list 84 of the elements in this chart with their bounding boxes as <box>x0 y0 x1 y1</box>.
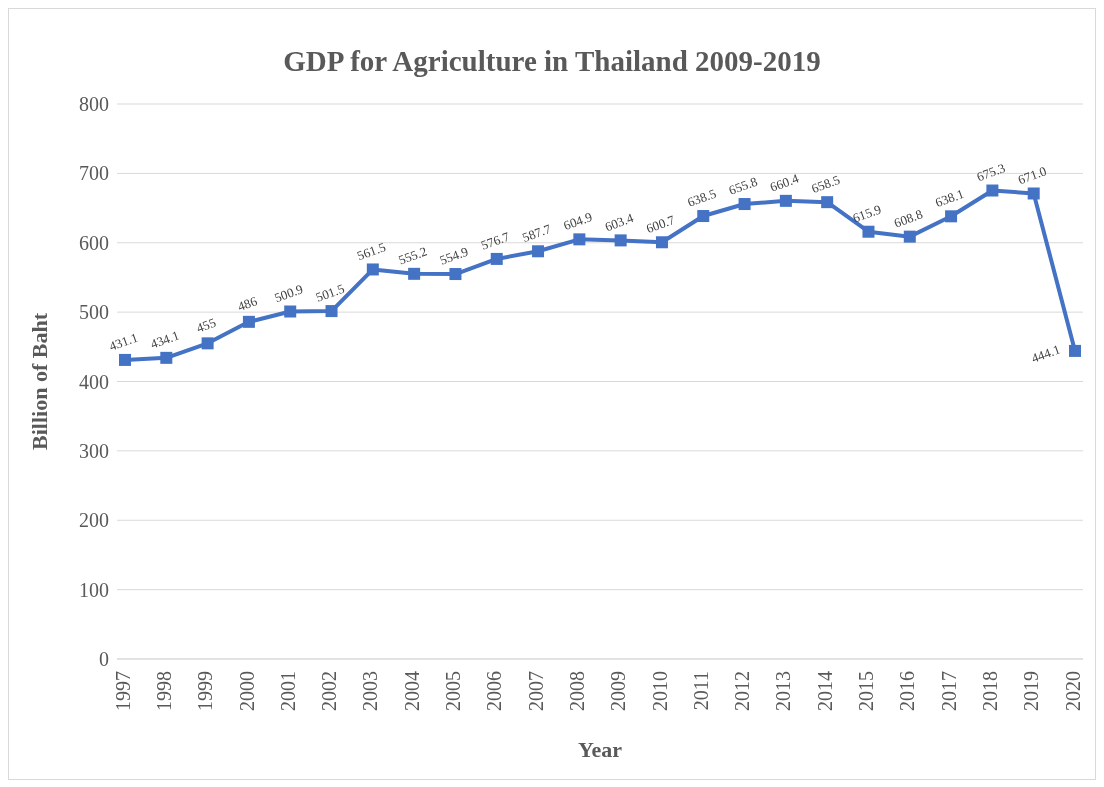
point <box>573 233 586 246</box>
x-tick-label: 2005 <box>442 671 465 711</box>
data-label: 604.9 <box>561 209 595 234</box>
point <box>945 210 958 223</box>
y-tick-label: 0 <box>99 648 109 671</box>
data-label: 600.7 <box>644 211 678 237</box>
point <box>697 210 710 223</box>
x-tick-label: 2017 <box>937 671 960 711</box>
data-label: 455 <box>194 314 218 336</box>
data-label: 658.5 <box>809 171 842 196</box>
x-tick-label: 2007 <box>524 671 547 711</box>
x-tick-label: 2020 <box>1061 671 1084 711</box>
x-tick-label: 2011 <box>689 671 712 711</box>
point <box>1027 187 1040 200</box>
point <box>986 184 999 197</box>
chart-title: GDP for Agriculture in Thailand 2009-2019 <box>282 45 822 78</box>
point <box>779 194 792 207</box>
point <box>284 305 297 318</box>
data-label: 431.1 <box>107 329 140 354</box>
data-label: 554.9 <box>437 243 471 268</box>
data-label: 576.7 <box>478 228 512 253</box>
point <box>408 267 421 280</box>
x-tick-label: 2000 <box>235 671 258 711</box>
y-tick-label: 200 <box>79 509 109 532</box>
point <box>862 225 875 238</box>
data-label: 555.2 <box>396 243 429 268</box>
point <box>903 230 916 243</box>
point <box>532 245 545 258</box>
data-label: 603.4 <box>602 209 636 235</box>
y-tick-label: 100 <box>79 578 109 601</box>
point <box>490 252 503 265</box>
point <box>738 198 751 211</box>
x-tick-label: 2006 <box>483 671 506 711</box>
data-label: 675.3 <box>974 160 1008 185</box>
x-tick-label: 1999 <box>194 671 217 711</box>
data-label: 615.9 <box>850 201 884 226</box>
x-axis-title: Year <box>578 737 623 762</box>
x-tick-label: 2008 <box>565 671 588 711</box>
data-label: 638.1 <box>933 186 966 211</box>
data-label: 500.9 <box>272 281 305 306</box>
y-tick-label: 800 <box>79 93 109 116</box>
x-tick-label: 2019 <box>1020 671 1043 711</box>
x-tick-label: 2002 <box>318 671 341 711</box>
point <box>614 234 627 247</box>
x-tick-label: 2004 <box>400 671 423 711</box>
point <box>449 268 462 281</box>
data-label: 434.1 <box>148 327 182 352</box>
data-label: 501.5 <box>313 280 347 305</box>
y-axis-title: Billion of Baht <box>26 312 52 450</box>
x-tick-label: 1998 <box>152 671 175 711</box>
x-tick-label: 2009 <box>607 671 630 711</box>
point <box>119 353 131 366</box>
x-tick-label: 2016 <box>896 671 919 711</box>
point <box>655 236 668 249</box>
y-tick-label: 500 <box>79 301 109 324</box>
point <box>242 315 255 328</box>
point <box>821 196 834 209</box>
data-label: 561.5 <box>354 239 388 264</box>
point <box>160 351 173 364</box>
y-tick-label: 600 <box>79 231 109 254</box>
x-tick-label: 2010 <box>648 671 671 711</box>
x-tick-label: 2003 <box>359 671 382 711</box>
y-tick-label: 300 <box>79 439 109 462</box>
data-label: 444.1 <box>1029 341 1063 366</box>
x-tick-label: 2015 <box>855 671 878 711</box>
data-label: 608.8 <box>891 206 925 231</box>
point <box>325 305 338 318</box>
x-tick-label: 2014 <box>813 671 836 711</box>
data-label: 660.4 <box>768 170 802 195</box>
data-label: 486 <box>235 293 260 314</box>
x-tick-label: 2001 <box>276 671 299 711</box>
y-tick-label: 700 <box>79 162 109 185</box>
x-tick-label: 2012 <box>731 671 754 711</box>
point <box>1069 344 1081 357</box>
data-label: 655.8 <box>726 173 760 198</box>
data-label: 671.0 <box>1015 163 1049 188</box>
y-tick-label: 400 <box>79 370 109 393</box>
data-label: 587.7 <box>520 220 554 246</box>
x-tick-label: 2018 <box>978 671 1001 711</box>
point <box>201 337 214 350</box>
data-label: 638.5 <box>685 185 719 210</box>
point <box>366 263 379 276</box>
x-tick-label: 2013 <box>772 671 795 711</box>
x-tick-label: 1997 <box>111 671 134 711</box>
